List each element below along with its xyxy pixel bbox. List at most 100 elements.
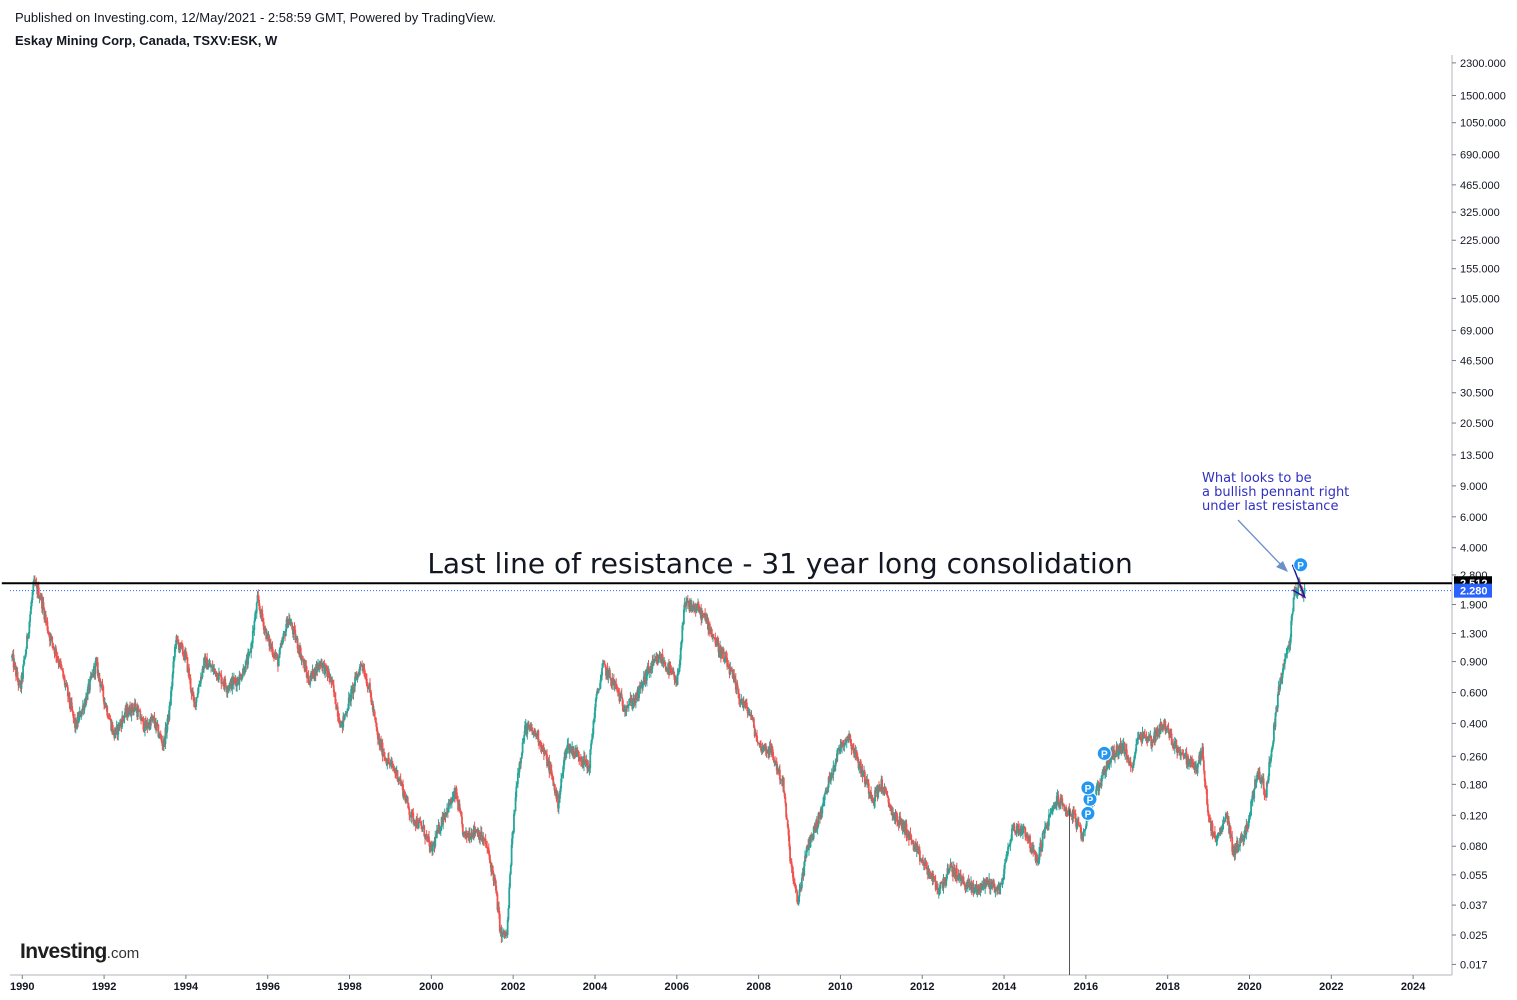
candle-body[interactable] xyxy=(419,821,422,823)
candle-body[interactable] xyxy=(173,657,176,662)
candle-body[interactable] xyxy=(332,680,334,686)
candle-body[interactable] xyxy=(1222,820,1225,824)
candle-body[interactable] xyxy=(1205,785,1208,790)
candle-body[interactable] xyxy=(209,663,212,668)
candle-body[interactable] xyxy=(1293,589,1296,598)
candle-body[interactable] xyxy=(1176,748,1179,754)
candle-body[interactable] xyxy=(523,735,526,742)
candle-body[interactable] xyxy=(384,757,387,761)
candle-body[interactable] xyxy=(821,805,824,814)
candle-body[interactable] xyxy=(1067,808,1070,816)
candle-body[interactable] xyxy=(374,717,377,723)
candle-body[interactable] xyxy=(679,659,681,668)
candle-body[interactable] xyxy=(328,671,330,678)
candle-body[interactable] xyxy=(1083,830,1086,832)
publication-marker-icon[interactable] xyxy=(1080,780,1096,796)
candle-body[interactable] xyxy=(1033,850,1036,855)
candle-body[interactable] xyxy=(679,647,682,660)
candle-body[interactable] xyxy=(1061,798,1064,806)
candle-body[interactable] xyxy=(621,698,624,707)
candle-body[interactable] xyxy=(1286,649,1289,654)
candle-body[interactable] xyxy=(221,682,224,684)
candle-body[interactable] xyxy=(508,887,511,909)
candle-body[interactable] xyxy=(804,855,806,862)
candle-body[interactable] xyxy=(1164,720,1167,731)
candle-body[interactable] xyxy=(190,689,193,694)
candle-body[interactable] xyxy=(1147,737,1149,742)
candle-body[interactable] xyxy=(345,713,348,715)
candle-body[interactable] xyxy=(305,665,308,673)
candle-body[interactable] xyxy=(1229,826,1232,838)
candle-body[interactable] xyxy=(439,831,441,833)
candle-body[interactable] xyxy=(723,658,726,662)
candle-body[interactable] xyxy=(59,661,62,666)
candle-body[interactable] xyxy=(733,674,736,681)
candle-body[interactable] xyxy=(121,716,124,727)
candle-body[interactable] xyxy=(1065,807,1068,811)
candle-body[interactable] xyxy=(126,707,129,717)
candle-body[interactable] xyxy=(306,672,308,679)
candle-body[interactable] xyxy=(1221,823,1224,830)
candle-body[interactable] xyxy=(137,709,139,717)
candle-body[interactable] xyxy=(1212,836,1215,838)
candle-body[interactable] xyxy=(296,638,299,649)
candle-body[interactable] xyxy=(19,681,21,685)
candle-body[interactable] xyxy=(356,674,359,680)
candle-body[interactable] xyxy=(515,786,518,798)
candle-body[interactable] xyxy=(785,803,788,818)
candle-body[interactable] xyxy=(793,884,796,886)
candle-body[interactable] xyxy=(197,686,200,694)
candle-body[interactable] xyxy=(1049,812,1052,814)
candle-body[interactable] xyxy=(1040,842,1042,852)
candle-body[interactable] xyxy=(1281,671,1284,679)
candle-body[interactable] xyxy=(166,724,168,733)
candle-body[interactable] xyxy=(1084,829,1086,831)
candle-body[interactable] xyxy=(1051,806,1054,810)
candle-body[interactable] xyxy=(498,907,500,915)
candle-body[interactable] xyxy=(604,664,607,667)
candle-body[interactable] xyxy=(1006,854,1009,856)
candle-body[interactable] xyxy=(1121,744,1124,752)
candle-body[interactable] xyxy=(98,672,101,679)
candle-body[interactable] xyxy=(486,846,489,849)
candle-body[interactable] xyxy=(819,808,822,819)
candle-body[interactable] xyxy=(411,811,414,813)
candle-body[interactable] xyxy=(1037,859,1040,864)
candle-body[interactable] xyxy=(473,826,476,833)
candle-body[interactable] xyxy=(1204,781,1207,786)
candle-body[interactable] xyxy=(244,671,246,674)
candle-body[interactable] xyxy=(1290,620,1293,638)
candle-body[interactable] xyxy=(727,666,730,669)
candle-body[interactable] xyxy=(1285,653,1288,657)
candle-body[interactable] xyxy=(1025,836,1027,838)
candle-body[interactable] xyxy=(207,666,209,670)
candle-body[interactable] xyxy=(1303,587,1306,594)
candle-body[interactable] xyxy=(184,651,187,660)
candle-body[interactable] xyxy=(284,629,287,637)
candle-body[interactable] xyxy=(243,667,246,674)
candle-body[interactable] xyxy=(670,667,673,672)
candle-body[interactable] xyxy=(803,861,806,876)
candle-body[interactable] xyxy=(1127,757,1130,764)
candle-body[interactable] xyxy=(103,697,105,705)
candle-body[interactable] xyxy=(516,773,519,784)
candle-body[interactable] xyxy=(890,805,893,815)
candle-body[interactable] xyxy=(111,724,114,734)
candle-body[interactable] xyxy=(881,779,884,792)
candle-body[interactable] xyxy=(434,836,437,847)
candle-body[interactable] xyxy=(616,690,619,692)
candle-body[interactable] xyxy=(708,623,711,633)
candle-body[interactable] xyxy=(539,741,542,748)
publication-marker-icon[interactable] xyxy=(1293,557,1309,573)
candle-body[interactable] xyxy=(202,668,205,670)
candle-body[interactable] xyxy=(287,619,290,628)
candle-body[interactable] xyxy=(1250,801,1252,816)
candle-body[interactable] xyxy=(929,872,932,875)
candle-body[interactable] xyxy=(859,761,862,774)
candle-body[interactable] xyxy=(324,664,327,675)
candle-body[interactable] xyxy=(428,836,430,843)
candle-body[interactable] xyxy=(1029,835,1031,848)
candle-body[interactable] xyxy=(507,908,510,920)
candle-body[interactable] xyxy=(609,670,611,678)
candle-body[interactable] xyxy=(1187,756,1190,765)
